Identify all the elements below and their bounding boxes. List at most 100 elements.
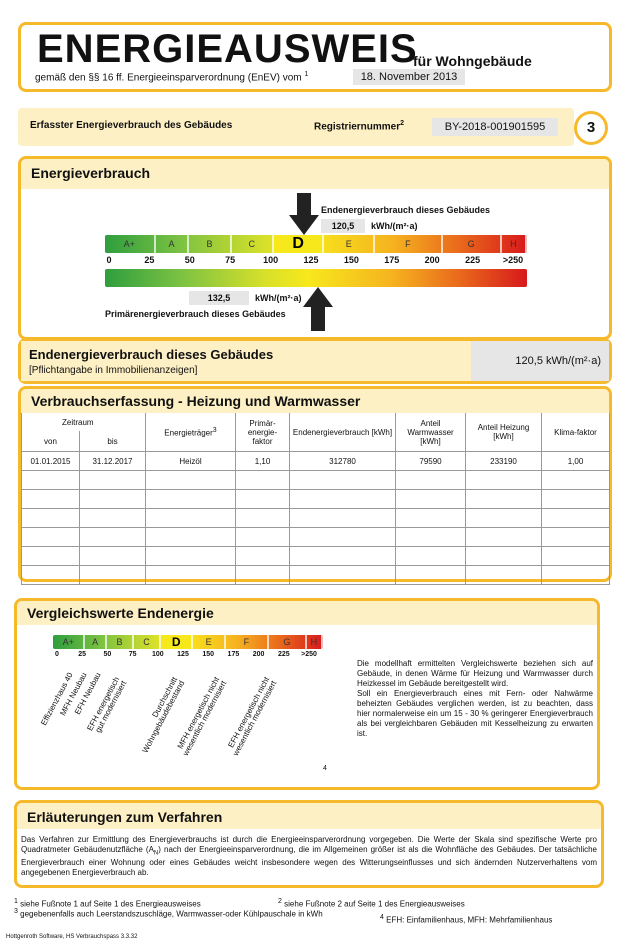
energy-class: A+ [53, 635, 86, 649]
empty-row [21, 565, 610, 585]
empty-cell [145, 508, 236, 528]
empty-cell [21, 508, 80, 528]
energy-class: H [307, 635, 323, 649]
final-box: Endenergieverbrauch dieses Gebäudes [Pfl… [18, 338, 612, 384]
empty-row [21, 546, 610, 566]
empty-cell [465, 508, 542, 528]
empty-cell [395, 546, 466, 566]
fn-text: EFH: Einfamilienhaus, MFH: Mehrfamilienh… [386, 915, 553, 925]
energy-class: C [134, 635, 161, 649]
empty-cell [289, 565, 396, 585]
empty-cell [235, 527, 290, 547]
primary-unit: kWh/(m²·a) [255, 293, 302, 303]
header-cell: von [21, 431, 80, 452]
header-cell: Anteil Warmwasser [kWh] [395, 413, 466, 452]
energy-class: E [324, 235, 376, 253]
empty-cell [465, 470, 542, 490]
empty-cell [465, 489, 542, 509]
empty-cell [79, 489, 146, 509]
benchmark-label: EFH energetisch nicht wesentlich moderni… [226, 675, 279, 758]
reg-number: BY-2018-001901595 [432, 118, 558, 136]
header-text: Anteil Heizung [kWh] [477, 423, 530, 441]
scale-label: 75 [128, 651, 137, 658]
energy-class: A [156, 235, 190, 253]
header-box: ENERGIEAUSWEIS für Wohngebäude gemäß den… [18, 22, 612, 92]
legal-text: gemäß den §§ 16 ff. Energieeinsparverord… [35, 71, 308, 83]
subscript: N [153, 850, 159, 857]
header-text: Energieträger [164, 428, 213, 438]
data-row: 01.01.2015 31.12.2017 Heizöl 1,10 312780 7959… [21, 451, 610, 471]
comparison-title: Vergleichswerte Endenergie [17, 601, 597, 625]
empty-cell [145, 470, 236, 490]
scale-label: 100 [263, 255, 279, 265]
scale-label: 225 [465, 255, 481, 265]
comparison-box: Vergleichswerte Endenergie A+ A B C D E F G H 0 25… [14, 598, 600, 790]
legal: gemäß den §§ 16 ff. Energieeinsparverord… [35, 72, 302, 84]
energy-class: C [232, 235, 274, 253]
reg-sup: 2 [400, 120, 405, 127]
empty-cell [289, 546, 396, 566]
footnote: 2 siehe Fußnote 2 auf Seite 1 des Energi… [278, 898, 465, 909]
empty-cell [145, 546, 236, 566]
empty-cell [79, 565, 146, 585]
scale-label: 0 [106, 255, 112, 265]
header-cell: Klima-faktor [541, 413, 610, 452]
data-cell: Heizöl [145, 451, 236, 471]
fn-text: siehe Fußnote 1 auf Seite 1 des Energiea… [20, 899, 201, 909]
final-value: 120,5 kWh/(m²·a) [471, 341, 609, 381]
fn-mark: 2 [278, 898, 282, 905]
text: ) nach der Energieeinsparverordnung, die… [21, 845, 597, 878]
empty-row [21, 527, 610, 547]
scale-label: 75 [225, 255, 236, 265]
header-row: Zeitraum Energieträger3 Primär-energie-fak… [21, 413, 610, 452]
header-text: Anteil Warmwasser [kWh] [407, 418, 454, 446]
empty-cell [289, 470, 396, 490]
empty-cell [465, 527, 542, 547]
empty-cell [21, 470, 80, 490]
energy-class: B [189, 235, 232, 253]
scale-label: >250 [301, 651, 317, 658]
empty-cell [395, 508, 466, 528]
subtitle: für Wohngebäude [413, 53, 532, 69]
empty-cell [289, 489, 396, 509]
empty-cell [79, 527, 146, 547]
empty-cell [541, 546, 610, 566]
scale-label: 125 [177, 651, 189, 658]
final-bg [21, 341, 471, 381]
empty-cell [21, 565, 80, 585]
empty-cell [145, 565, 236, 585]
paragraph: Soll ein Energieverbrauch eines mit Fern… [357, 689, 593, 738]
empty-cell [21, 527, 80, 547]
empty-row [21, 508, 610, 528]
scale-label: 200 [424, 255, 440, 265]
class-bar: A+ A B C D E F G H [53, 635, 323, 649]
comparison-scale: A+ A B C D E F G H 0 25 50 75 100 125 150 175 200 225 >250 [53, 635, 323, 669]
empty-cell [289, 527, 396, 547]
scale-label: >250 [502, 255, 524, 265]
empty-cell [541, 470, 610, 490]
empty-cell [465, 565, 542, 585]
scale-label: 50 [103, 651, 112, 658]
reg-label-text: Registriernummer [314, 121, 401, 133]
energy-class: E [193, 635, 226, 649]
empty-cell [79, 508, 146, 528]
empty-cell [145, 489, 236, 509]
explanation-box: Erläuterungen zum Verfahren Das Verfahre… [14, 800, 604, 888]
footnote: 1 siehe Fußnote 1 auf Seite 1 des Energi… [14, 898, 201, 909]
empty-cell [235, 470, 290, 490]
header-cell: Zeitraum [21, 413, 146, 431]
empty-cell [235, 489, 290, 509]
data-cell: 31.12.2017 [79, 451, 146, 471]
scale-label: 25 [78, 651, 87, 658]
header-sup: 3 [212, 426, 217, 434]
consumption-table: Zeitraum Energieträger3 Primär-energie-fak… [21, 413, 610, 585]
scale-label: 25 [144, 255, 155, 265]
energy-class: H [502, 235, 527, 253]
empty-cell [79, 546, 146, 566]
empty-cell [395, 565, 466, 585]
end-unit: kWh/(m²·a) [371, 221, 418, 231]
footer: Hottgenroth Software, HS Verbrauchspass … [6, 934, 138, 940]
scale-label: 225 [277, 651, 290, 658]
empty-cell [235, 565, 290, 585]
data-cell: 79590 [395, 451, 466, 471]
